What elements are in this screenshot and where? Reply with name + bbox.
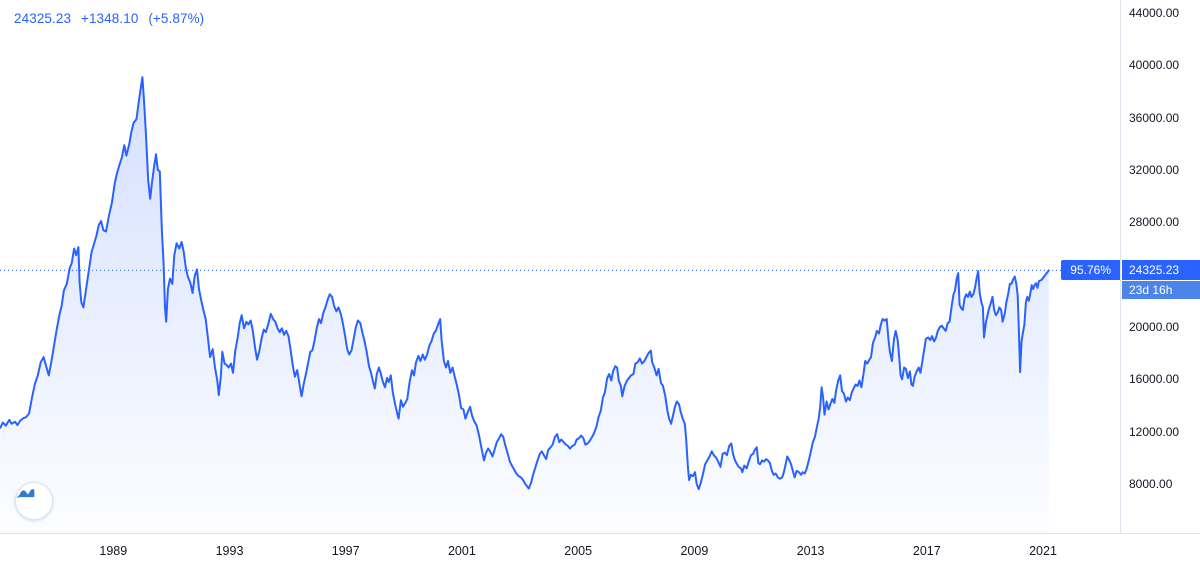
price-series-area <box>0 77 1049 533</box>
time-axis-label: 2017 <box>912 544 941 558</box>
bar-countdown-badge: 23d 16h <box>1122 281 1200 299</box>
time-axis[interactable]: 1989 1993 1997 2001 2005 2009 2013 2017 2021 <box>0 533 1200 571</box>
price-axis-label: 8000.00 <box>1129 477 1173 491</box>
price-axis-label: 36000.00 <box>1129 110 1180 125</box>
legend-change-percent: (+5.87%) <box>148 11 205 26</box>
price-axis-label: 16000.00 <box>1129 372 1180 387</box>
time-axis-label: 1993 <box>215 544 244 558</box>
time-axis-label: 2005 <box>564 544 593 558</box>
price-axis-label: 32000.00 <box>1129 163 1180 177</box>
time-axis-label: 1989 <box>99 544 128 558</box>
time-axis-label: 2021 <box>1029 544 1057 558</box>
price-axis-label: 44000.00 <box>1129 6 1180 21</box>
chart-logo-button[interactable] <box>15 482 53 520</box>
chart-plot-area[interactable]: 24325.23 +1348.10 (+5.87%) 95.76% <box>0 0 1120 533</box>
time-axis-label: 2013 <box>796 544 825 558</box>
time-axis-label: 1997 <box>331 544 360 558</box>
price-chart-canvas[interactable] <box>0 0 1120 533</box>
price-line-percent-badge: 95.76% <box>1061 260 1120 280</box>
time-axis-label: 2001 <box>447 544 476 558</box>
time-axis-label: 2009 <box>680 544 709 558</box>
price-series-line <box>0 76 1050 491</box>
legend-price-row: 24325.23 +1348.10 (+5.87%) <box>14 11 210 26</box>
price-axis-label: 12000.00 <box>1129 424 1180 439</box>
price-axis[interactable]: 24325.23 23d 16h 44000.00 40000.00 36000.0… <box>1120 0 1200 533</box>
price-axis-label: 40000.00 <box>1129 58 1180 73</box>
current-price-badge: 24325.23 <box>1122 260 1200 280</box>
price-axis-label: 20000.00 <box>1129 320 1180 334</box>
legend-last-price: 24325.23 <box>14 11 72 26</box>
mountain-chart-icon <box>17 489 35 498</box>
legend-change: +1348.10 <box>80 11 139 26</box>
price-axis-label: 28000.00 <box>1129 215 1180 230</box>
